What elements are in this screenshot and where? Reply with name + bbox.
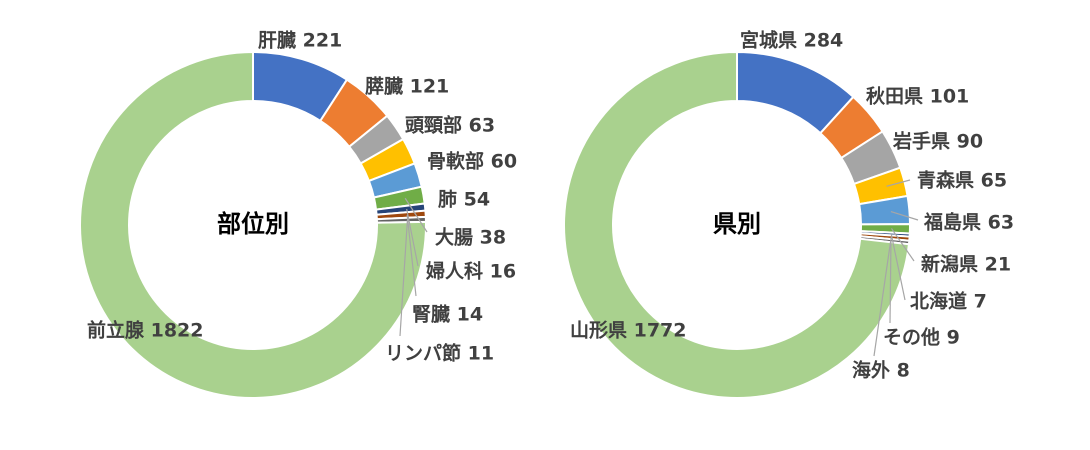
chart-center-title: 県別 [713, 210, 761, 238]
data-label-6: 婦人科 16 [425, 260, 516, 283]
data-label-7: その他 9 [883, 326, 960, 349]
data-label-5: 新潟県 21 [921, 253, 1011, 276]
leader-line-6 [890, 233, 906, 301]
donut-slice-9 [563, 50, 911, 399]
data-label-0: 宮城県 284 [740, 29, 843, 52]
data-label-3: 骨軟部 60 [427, 150, 517, 173]
leader-line-6 [406, 208, 419, 267]
leader-line-7 [889, 237, 892, 324]
data-label-4: 肺 54 [438, 189, 490, 211]
data-label-5: 大腸 38 [435, 226, 506, 249]
data-label-2: 頭頸部 63 [405, 114, 495, 137]
leader-line-5 [404, 197, 428, 233]
leader-line-5 [890, 228, 915, 262]
data-label-1: 膵臓 121 [365, 75, 449, 98]
data-label-9: 前立腺 1822 [87, 319, 204, 342]
data-label-1: 秋田県 101 [866, 85, 969, 108]
donut-slice-9 [79, 50, 427, 399]
chart-center-title: 部位別 [217, 210, 289, 238]
data-label-2: 岩手県 90 [892, 130, 983, 153]
data-label-6: 北海道 7 [910, 290, 987, 313]
donut-chart-by-site: 肝臓 221 膵臓 121 頭頸部 63 骨軟部 60 肺 54 大腸 38 婦人科 16 腎… [79, 30, 517, 399]
leader-line-8 [873, 240, 892, 357]
leader-line-7 [406, 214, 417, 297]
leader-line-3 [886, 179, 911, 187]
data-label-4: 福島県 63 [923, 211, 1014, 234]
data-label-7: 腎臓 14 [412, 304, 483, 326]
data-label-8: リンパ節 11 [385, 342, 494, 365]
data-label-3: 青森県 65 [917, 169, 1007, 192]
data-label-8: 海外 8 [852, 359, 910, 382]
leader-line-4 [890, 211, 919, 221]
leader-line-8 [399, 219, 409, 337]
data-label-0: 肝臓 221 [258, 30, 342, 52]
donut-chart-by-prefecture: 宮城県 284 秋田県 101 岩手県 90 青森県 65 福島県 63 新潟県 21 北海… [563, 29, 1014, 399]
data-label-9: 山形県 1772 [570, 320, 687, 342]
